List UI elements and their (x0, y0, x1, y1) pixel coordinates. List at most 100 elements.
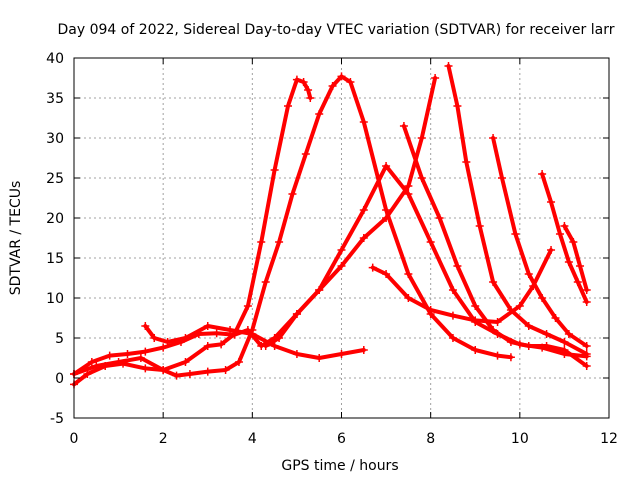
y-tick-label: 5 (55, 331, 64, 347)
y-axis-label: SDTVAR / TECUs (8, 181, 24, 296)
data-point (560, 346, 569, 354)
y-tick-label: 20 (46, 211, 64, 227)
data-point (284, 102, 292, 110)
data-point (493, 318, 502, 326)
x-tick-label: 2 (159, 431, 168, 447)
data-point (275, 334, 284, 342)
y-tick-label: 15 (46, 251, 64, 267)
y-tick-label: 10 (46, 291, 64, 307)
data-point (257, 238, 266, 246)
grid-lines (74, 58, 609, 418)
data-point (248, 330, 257, 338)
data-point (221, 366, 230, 374)
data-point (448, 311, 457, 320)
data-point (270, 166, 279, 174)
data-point (506, 353, 515, 362)
data-point (172, 371, 181, 380)
data-point (275, 238, 284, 246)
data-point (564, 330, 573, 338)
data-point (560, 338, 569, 346)
data-point (181, 358, 190, 366)
data-point (306, 94, 315, 102)
data-point (141, 364, 150, 373)
data-point (292, 310, 301, 318)
data-point (382, 162, 391, 170)
data-point (489, 278, 498, 286)
series-line (370, 248, 553, 324)
data-point (471, 316, 480, 325)
series-track-9 (489, 134, 591, 350)
x-tick-labels: 0 2 4 6 8 10 12 (70, 58, 618, 447)
data-point (114, 358, 123, 366)
series-track-3 (70, 74, 440, 378)
data-point (471, 302, 480, 310)
data-point (498, 174, 506, 182)
data-point (538, 170, 547, 178)
series-track-2 (70, 72, 515, 380)
x-tick-label: 8 (426, 431, 435, 447)
data-point (359, 346, 368, 354)
data-point (141, 322, 150, 330)
data-point (181, 334, 190, 342)
data-series (70, 62, 591, 389)
data-point (453, 262, 462, 270)
data-point (382, 206, 391, 214)
data-point (203, 322, 212, 330)
data-point (299, 78, 308, 86)
data-point (315, 354, 324, 362)
data-point (337, 72, 346, 81)
series-track-1 (70, 75, 315, 389)
series-line (491, 136, 589, 348)
data-point (301, 150, 310, 158)
data-point (315, 110, 324, 118)
data-point (212, 329, 221, 338)
data-point (359, 206, 368, 214)
data-point (226, 326, 235, 334)
data-point (573, 278, 582, 286)
data-point (435, 214, 444, 222)
data-point (582, 342, 591, 350)
data-point (453, 102, 462, 110)
data-point (582, 298, 591, 306)
data-point (243, 302, 252, 310)
y-tick-label: 40 (46, 51, 64, 67)
data-point (542, 330, 551, 338)
data-point (426, 238, 435, 246)
x-tick-label: 10 (511, 431, 529, 447)
data-point (203, 367, 212, 376)
data-point (163, 338, 172, 346)
data-point (524, 342, 533, 350)
y-tick-label: 25 (46, 171, 64, 187)
data-point (304, 86, 313, 94)
data-point (560, 222, 569, 230)
data-point (92, 362, 101, 370)
data-point (217, 340, 226, 349)
data-point (270, 342, 279, 350)
data-point (444, 62, 453, 70)
data-point (582, 362, 591, 370)
data-point (141, 347, 150, 356)
data-point (576, 262, 585, 270)
data-point (538, 294, 547, 302)
data-point (337, 350, 346, 358)
series-line (446, 64, 589, 356)
chart-title: Day 094 of 2022, Sidereal Day-to-day VTE… (58, 22, 615, 38)
data-point (569, 238, 578, 246)
data-point (404, 294, 413, 302)
data-point (359, 234, 368, 242)
data-point (506, 338, 515, 346)
x-tick-label: 12 (600, 431, 618, 447)
data-point (417, 134, 426, 142)
series-line (263, 164, 589, 359)
y-tick-label: 35 (46, 91, 64, 107)
data-point (462, 158, 471, 166)
data-point (515, 302, 524, 310)
series-track-11 (560, 222, 591, 294)
data-point (582, 350, 591, 358)
data-point (150, 334, 159, 342)
series-line (72, 74, 513, 378)
x-tick-label: 4 (248, 431, 257, 447)
data-point (87, 358, 96, 366)
data-point (582, 286, 591, 294)
